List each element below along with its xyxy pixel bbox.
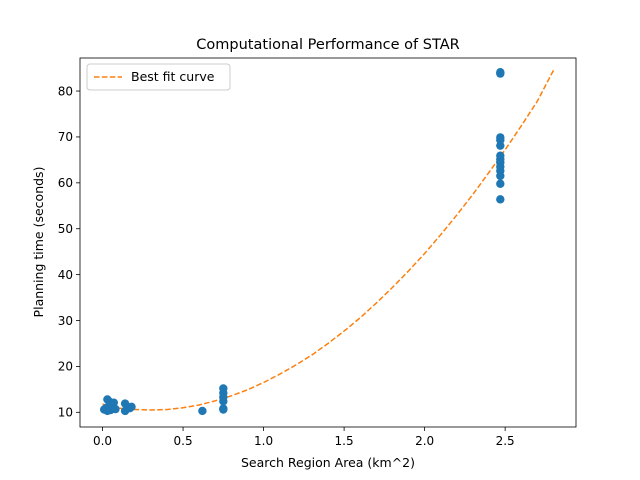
legend: Best fit curve xyxy=(86,63,231,91)
plot-frame xyxy=(79,57,577,428)
legend-entry-best-fit-curve: Best fit curve xyxy=(131,69,215,84)
y-axis-label: Planning time (seconds) xyxy=(31,167,46,318)
y-tick-label: 50 xyxy=(58,222,73,236)
x-tick-label: 1.0 xyxy=(254,434,273,448)
data-point xyxy=(109,398,119,407)
y-tick-label: 30 xyxy=(58,314,73,328)
data-point xyxy=(496,151,505,160)
data-point xyxy=(127,402,136,412)
scatter-points-layer xyxy=(99,68,505,416)
best-fit-curve-line xyxy=(102,70,555,411)
x-tick-label: 2.5 xyxy=(496,434,515,448)
y-tick-label: 70 xyxy=(58,130,73,144)
x-axis-ticks: 0.0 0.5 1.0 1.5 2.0 2.5 xyxy=(93,427,515,448)
x-tick-label: 1.5 xyxy=(335,434,354,448)
y-tick-label: 20 xyxy=(58,360,73,374)
y-tick-label: 40 xyxy=(58,268,73,282)
best-fit-curve-layer xyxy=(102,70,555,411)
data-point xyxy=(219,405,228,414)
data-point xyxy=(496,179,505,188)
x-tick-label: 0.5 xyxy=(174,434,193,448)
legend-box xyxy=(86,63,231,91)
x-tick-label: 2.0 xyxy=(415,434,434,448)
data-point xyxy=(219,384,228,393)
data-point xyxy=(496,68,505,77)
data-point xyxy=(198,406,207,416)
x-tick-label: 0.0 xyxy=(93,434,112,448)
y-tick-label: 10 xyxy=(58,406,73,420)
data-point xyxy=(111,404,120,414)
data-point xyxy=(496,195,505,204)
data-point xyxy=(496,133,505,142)
chart-title: Computational Performance of STAR xyxy=(196,37,459,53)
y-tick-label: 80 xyxy=(58,84,73,98)
plot-area xyxy=(80,58,576,427)
y-tick-label: 60 xyxy=(58,176,73,190)
y-axis-ticks: 10 20 30 40 50 60 70 80 xyxy=(58,84,80,420)
x-axis-label: Search Region Area (km^2) xyxy=(241,455,415,470)
